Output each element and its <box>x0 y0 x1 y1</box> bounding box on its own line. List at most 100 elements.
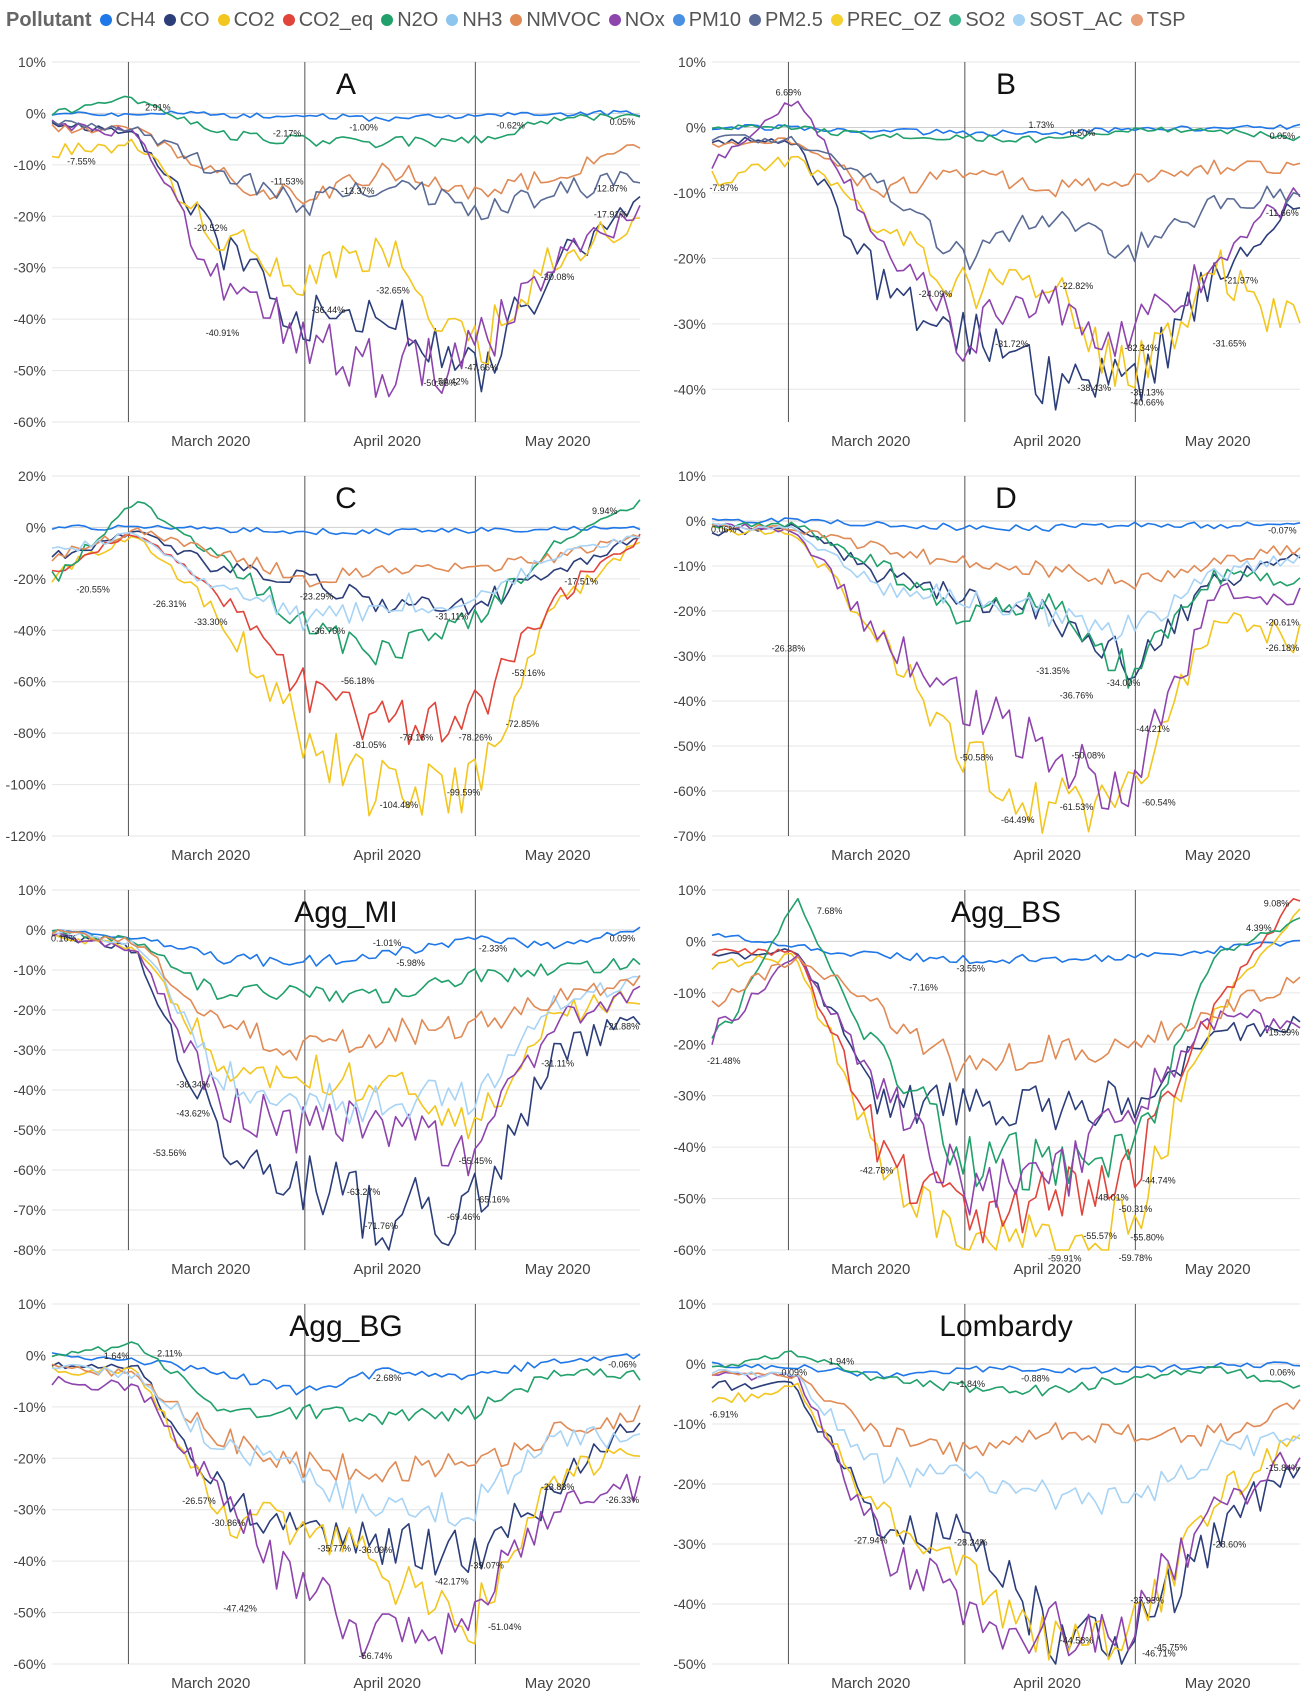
data-label: -2.68% <box>373 1373 402 1383</box>
series-line-sost-ac <box>51 929 640 1125</box>
series-line-ch4 <box>711 517 1301 532</box>
legend-label: N2O <box>397 8 439 31</box>
legend-dot-icon <box>446 14 459 26</box>
data-label: -42.17% <box>435 1576 469 1586</box>
legend-item[interactable]: CO2_eq <box>282 9 373 32</box>
legend-item[interactable]: PM2.5 <box>749 9 823 32</box>
data-label: -26.38% <box>772 644 806 654</box>
series-line-n2o <box>51 499 641 666</box>
data-label: -47.42% <box>223 1603 257 1613</box>
data-label: -45.75% <box>1154 1643 1188 1653</box>
x-tick-label: May 2020 <box>1185 433 1251 450</box>
data-label: -69.46% <box>447 1212 481 1222</box>
data-label: -36.34% <box>176 1079 210 1089</box>
legend-dot-icon <box>381 14 394 26</box>
series-line-n2o <box>51 95 641 149</box>
chart-title: D <box>995 482 1017 515</box>
y-tick-label: 10% <box>678 468 706 484</box>
data-label: -2.33% <box>479 943 508 953</box>
chart-svg: 10% 0% -10% -20% -30% -40% -50% -60% March 2020 A… <box>13 1296 641 1692</box>
data-label: -50.65% <box>423 378 457 388</box>
series-line-ch4 <box>51 524 641 536</box>
data-label: -1.00% <box>349 123 378 133</box>
x-tick-label: May 2020 <box>525 847 591 864</box>
y-tick-label: -70% <box>673 828 706 844</box>
chart-panel: 20% 0% -20% -40% -60% -80% -100% -120% March 202… <box>0 462 650 872</box>
data-label: -31.35% <box>1036 666 1070 676</box>
data-label: -47.66% <box>464 363 498 373</box>
legend-dot-icon <box>830 14 843 26</box>
data-label: 9.08% <box>1264 899 1290 909</box>
data-label: 0.06% <box>1270 1368 1296 1378</box>
legend-label: NOx <box>624 8 665 31</box>
y-tick-label: -50% <box>673 1191 706 1207</box>
data-label: -26.57% <box>182 1496 216 1506</box>
x-tick-label: March 2020 <box>171 847 250 864</box>
legend-item[interactable]: PREC_OZ <box>830 9 941 32</box>
legend-item[interactable]: CH4 <box>99 9 156 32</box>
x-tick-label: May 2020 <box>1185 1675 1251 1692</box>
data-label: 1.73% <box>1029 120 1055 130</box>
data-label: -7.16% <box>909 982 938 992</box>
y-tick-label: -20% <box>13 1002 46 1018</box>
y-tick-label: -30% <box>13 1502 46 1518</box>
data-label: -0.06% <box>608 1360 637 1370</box>
series-line-co <box>51 121 641 393</box>
legend-item[interactable]: NMVOC <box>510 9 601 32</box>
series-line-nox <box>711 954 1301 1216</box>
series-line-nmvoc <box>51 527 641 588</box>
y-tick-label: 0% <box>686 1356 706 1372</box>
series-line-ch4 <box>51 1352 641 1396</box>
series-line-co2 <box>711 526 1301 834</box>
data-label: 0.09% <box>610 934 636 944</box>
x-tick-label: March 2020 <box>831 1261 910 1278</box>
legend-item[interactable]: CO <box>163 8 210 32</box>
x-tick-label: March 2020 <box>171 433 250 450</box>
chart-panel: 10% 0% -10% -20% -30% -40% -50% -60% -70% March 2… <box>660 462 1310 872</box>
series-line-ch4 <box>711 933 1301 965</box>
legend-item[interactable]: SO2 <box>949 9 1005 32</box>
legend-item[interactable]: PM10 <box>672 9 741 32</box>
y-tick-label: -40% <box>13 311 46 327</box>
data-label: -12.87% <box>594 184 628 194</box>
y-tick-label: -40% <box>13 1553 46 1569</box>
data-label: -50.58% <box>960 753 994 763</box>
legend-item[interactable]: CO2 <box>217 9 275 32</box>
data-label: 4.39% <box>1246 923 1272 933</box>
data-label: -42.78% <box>860 1165 894 1175</box>
y-tick-label: -10% <box>673 985 706 1001</box>
legend-dot-icon <box>749 14 762 26</box>
data-label: -32.65% <box>376 285 410 295</box>
legend-label: NH3 <box>462 8 503 31</box>
legend-dot-icon <box>608 14 621 26</box>
data-label: -24.09% <box>919 289 953 299</box>
legend-label: CO <box>179 8 210 31</box>
data-label: -20.52% <box>194 223 228 233</box>
data-label: -35.77% <box>317 1543 351 1553</box>
data-label: 7.68% <box>817 906 843 916</box>
y-tick-label: -80% <box>13 725 46 741</box>
series-line-pm2-5 <box>711 134 1301 271</box>
legend-dot-icon <box>163 14 176 26</box>
y-tick-label: 0% <box>26 922 46 938</box>
legend-item[interactable]: N2O <box>381 9 438 32</box>
data-label: -26.33% <box>606 1495 640 1505</box>
y-tick-label: -60% <box>673 1242 706 1258</box>
data-label: 0.09% <box>782 1367 808 1377</box>
data-label: -39.07% <box>470 1560 504 1570</box>
series-line-nmvoc <box>711 1370 1301 1462</box>
x-tick-label: May 2020 <box>1185 847 1251 864</box>
legend-item[interactable]: SOST_AC <box>1013 9 1123 32</box>
data-label: 2.91% <box>145 102 171 112</box>
data-label: -38.43% <box>1077 383 1111 393</box>
y-tick-label: -60% <box>13 1162 46 1178</box>
data-label: -15.84% <box>1266 1463 1300 1473</box>
x-tick-label: April 2020 <box>1013 1675 1081 1692</box>
data-label: -55.57% <box>1083 1231 1117 1241</box>
legend-item[interactable]: TSP <box>1130 9 1186 32</box>
data-label: -46.71% <box>1142 1648 1176 1658</box>
legend-item[interactable]: NOx <box>608 8 665 32</box>
series-line-co <box>51 933 641 1251</box>
y-tick-label: -20% <box>13 208 46 224</box>
legend-item[interactable]: NH3 <box>446 9 502 32</box>
